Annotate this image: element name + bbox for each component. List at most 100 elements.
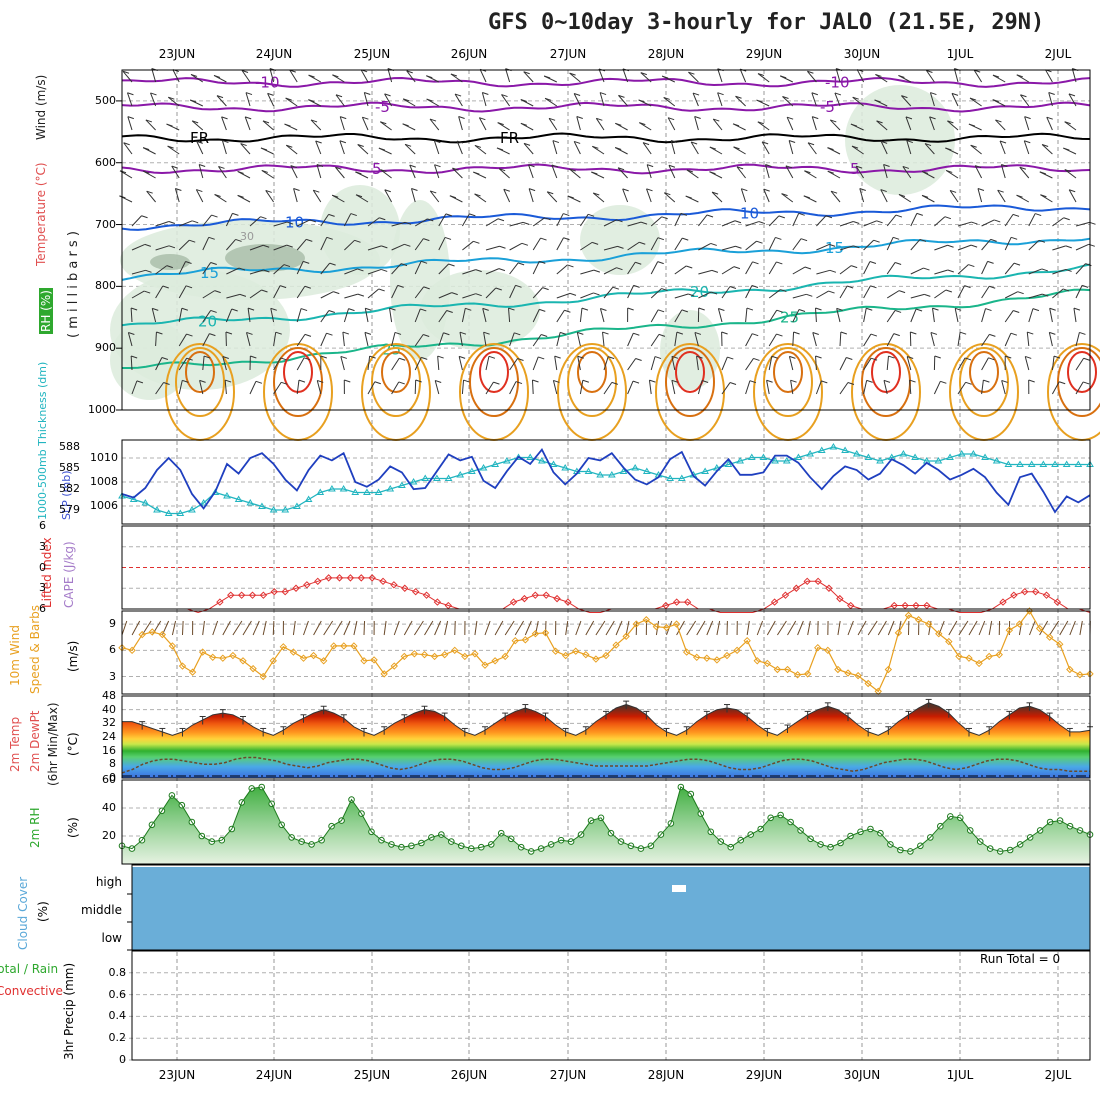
wind-barb-flag — [381, 268, 388, 272]
warm-contour — [763, 347, 813, 417]
wind-barb-flag — [851, 145, 859, 149]
wind-barb — [497, 122, 510, 131]
wind-barb — [167, 96, 180, 107]
wind-barb-flag — [640, 221, 648, 225]
wind-barb-flag — [379, 217, 386, 221]
wind-point — [451, 646, 459, 655]
surface-barb — [323, 620, 334, 636]
wind-barb-flag — [888, 355, 895, 359]
wind-barb-flag — [185, 261, 192, 264]
wind-barb — [745, 221, 760, 227]
wind-barb-flag — [145, 269, 152, 273]
surface-barb — [444, 620, 449, 636]
wind-barb — [462, 293, 476, 299]
wind-barb-flag — [752, 261, 759, 265]
wind-barb-flag — [483, 331, 490, 335]
wind-barb-flag — [671, 379, 679, 383]
wind-barb — [875, 73, 888, 83]
wind-barb — [768, 309, 778, 323]
wind-barb-flag — [192, 120, 199, 124]
wind-barb-flag — [225, 331, 233, 335]
wind-barb-flag — [732, 123, 740, 127]
wind-barb-flag — [944, 216, 952, 220]
wind-barb-flag — [1053, 355, 1061, 359]
wind-barb-flag — [365, 307, 372, 311]
wind-barb-flag — [875, 73, 882, 77]
wind-barb — [155, 265, 168, 275]
wind-barb — [498, 168, 510, 179]
wind-barb-flag — [275, 331, 282, 335]
wind-barb — [761, 141, 770, 155]
wind-barb-flag — [688, 71, 695, 75]
wind-barb-flag — [876, 120, 883, 124]
wind-barb — [367, 217, 380, 227]
wind-barb-flag — [563, 213, 570, 217]
wind-barb-flag — [706, 214, 714, 218]
wind-barb — [811, 92, 817, 107]
wind-barb-flag — [521, 242, 529, 246]
wind-barb-flag — [847, 382, 855, 385]
wind-barb-flag — [798, 212, 805, 216]
wind-barb-flag — [990, 238, 997, 242]
wind-barb-flag — [290, 165, 297, 169]
wind-barb-flag — [639, 241, 646, 245]
wind-barb — [781, 193, 794, 203]
thickness-point — [199, 499, 208, 506]
wind10-speed-label: Speed & Barbs — [28, 605, 42, 694]
pressure-tick-label: 500 — [95, 93, 116, 107]
wind-barb-flag — [501, 94, 508, 98]
surface-barb — [766, 620, 776, 636]
wind-barb-flag — [332, 74, 339, 78]
wind-barb-flag — [1063, 147, 1070, 151]
precip-tick-label: 0.8 — [108, 965, 127, 979]
wind-barb-flag — [1001, 164, 1008, 168]
wind-barb-flag — [763, 188, 770, 192]
wind-barb-flag — [213, 74, 221, 78]
thickness-tick-label: 588 — [59, 440, 80, 453]
wind-point — [390, 662, 398, 670]
wind-barb — [270, 308, 275, 323]
wind-barb-flag — [969, 97, 977, 101]
wind-barb-flag — [333, 291, 340, 295]
wind-barb — [739, 68, 747, 83]
wind-barb — [218, 166, 227, 179]
wind-barb — [273, 332, 277, 347]
wind-point — [410, 650, 419, 658]
surface-barb — [615, 620, 623, 636]
wind-barb-flag — [840, 331, 847, 335]
wind-barb — [792, 266, 806, 275]
wind-barb — [1004, 262, 1015, 275]
warm-contour — [675, 351, 705, 393]
wind-barb-flag — [639, 122, 646, 126]
wind-barb — [391, 332, 396, 347]
wind-point — [148, 628, 156, 636]
rh-tick-label: 40 — [102, 801, 116, 814]
wind-barb — [1075, 221, 1090, 227]
wind-barb — [433, 140, 440, 155]
wind-barb-flag — [1069, 189, 1076, 193]
wind-barb — [320, 262, 331, 275]
wind-barb-flag — [547, 191, 554, 195]
li-point — [227, 591, 235, 599]
surface-barb — [383, 620, 387, 636]
surface-barb — [292, 620, 296, 636]
wind-barb — [391, 243, 405, 251]
wind-barb-flag — [452, 167, 459, 171]
wind-barb — [981, 357, 989, 371]
wind-barb-flag — [751, 285, 759, 288]
wind-barb — [618, 95, 628, 107]
surface-barb — [867, 620, 878, 636]
isotherm-label: 20 — [198, 313, 217, 331]
wind-point — [572, 647, 580, 655]
wind-barb — [1016, 74, 1030, 83]
wind-barb-flag — [924, 143, 932, 147]
wind-barb-flag — [577, 355, 584, 359]
wind-barb — [1026, 332, 1030, 347]
wind-barb — [459, 332, 463, 347]
surface-barb — [948, 620, 958, 636]
wind-barb-flag — [162, 285, 169, 289]
li-tick-label: 0 — [39, 560, 46, 574]
wind-barb-flag — [543, 75, 551, 79]
wind-barb-flag — [454, 93, 462, 97]
wind-point — [511, 636, 519, 645]
